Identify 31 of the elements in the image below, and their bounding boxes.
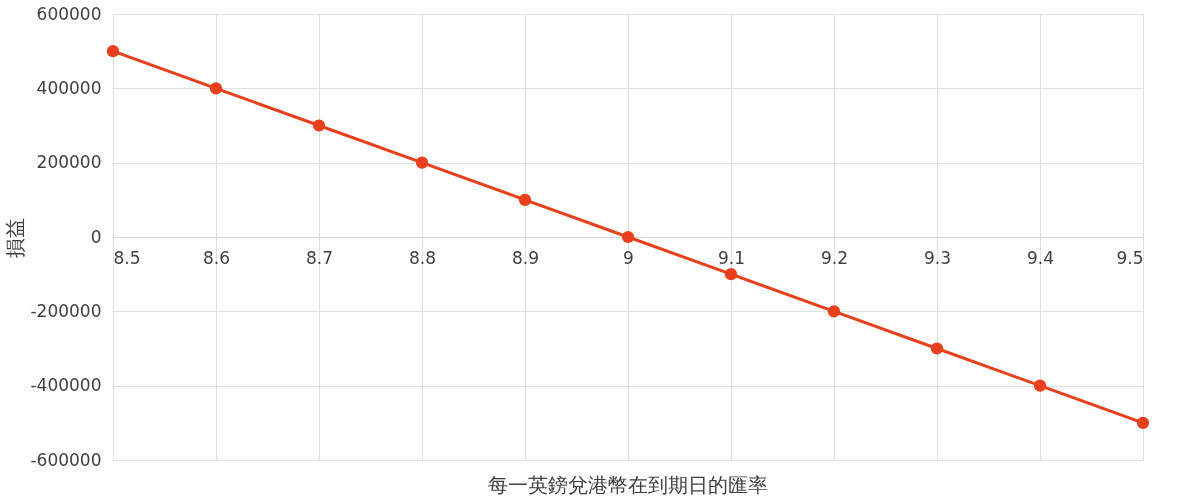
x-tick-label: 8.8 (408, 247, 437, 268)
y-tick-label: 600000 (36, 3, 102, 24)
x-tick-label: 8.9 (511, 247, 540, 268)
point (312, 119, 326, 132)
point (518, 193, 532, 206)
point (1033, 379, 1047, 392)
y-tick-label: -400000 (30, 375, 102, 396)
y-tick-label: 0 (90, 226, 102, 247)
point (930, 342, 944, 355)
point (827, 305, 841, 318)
x-tick-label: 9.5 (1116, 247, 1144, 268)
x-tick-label: 9 (623, 247, 634, 268)
x-tick-label: 8.7 (305, 247, 334, 268)
point (209, 82, 223, 95)
y-tick-label: -600000 (30, 449, 102, 470)
point (621, 230, 635, 244)
point (106, 45, 120, 58)
x-axis-title: 每一英鎊兌港幣在到期日的匯率 (488, 473, 768, 497)
y-tick-label: 200000 (36, 152, 102, 173)
point (724, 268, 738, 281)
y-tick-label: -200000 (30, 300, 102, 321)
point (1136, 416, 1150, 429)
point (415, 156, 429, 169)
x-tick-label: 9.4 (1026, 247, 1055, 268)
x-tick-label: 8.6 (202, 247, 231, 268)
x-tick-label: 8.5 (113, 247, 141, 268)
x-tick-label: 9.1 (717, 247, 746, 268)
y-tick-label: 400000 (36, 77, 102, 98)
x-tick-label: 9.2 (820, 247, 849, 268)
y-axis-title: 損益 (3, 217, 28, 258)
x-tick-label: 9.3 (923, 247, 952, 268)
